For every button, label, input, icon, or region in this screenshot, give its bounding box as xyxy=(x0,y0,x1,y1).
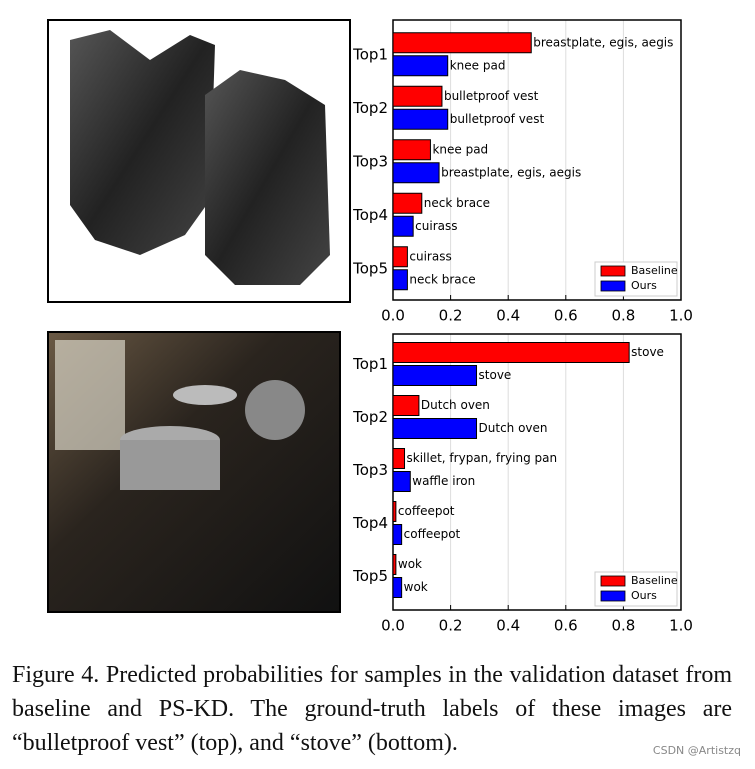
x-tick-label: 0.4 xyxy=(496,617,520,635)
legend-label: Ours xyxy=(631,279,657,292)
bar-label: neck brace xyxy=(409,272,475,286)
y-tick-label: Top1 xyxy=(352,45,388,63)
x-tick-label: 1.0 xyxy=(669,617,693,635)
watermark: CSDN @Artistzq xyxy=(652,744,741,757)
x-tick-label: 0.0 xyxy=(381,307,405,325)
y-tick-label: Top5 xyxy=(352,567,388,585)
y-tick-label: Top5 xyxy=(352,259,388,277)
legend-swatch xyxy=(600,280,626,292)
bar-label: breastplate, egis, aegis xyxy=(533,35,673,49)
bar xyxy=(392,215,414,237)
photo-vest xyxy=(47,19,351,303)
bar xyxy=(392,501,397,522)
bar xyxy=(392,108,449,130)
bar xyxy=(392,395,420,416)
legend-label: Baseline xyxy=(631,264,678,277)
bar-label: cuirass xyxy=(415,219,457,233)
bar-label: Dutch oven xyxy=(421,398,490,412)
bar xyxy=(392,55,449,77)
bar-label: coffeepot xyxy=(398,504,455,518)
x-tick-label: 0.2 xyxy=(439,307,463,325)
bar xyxy=(392,246,408,268)
bar xyxy=(392,192,423,214)
x-tick-label: 0.2 xyxy=(439,617,463,635)
bar-label: knee pad xyxy=(450,58,506,72)
x-tick-label: 0.6 xyxy=(554,617,578,635)
x-tick-label: 1.0 xyxy=(669,307,693,325)
legend-label: Baseline xyxy=(631,574,678,587)
bar-label: Dutch oven xyxy=(479,421,548,435)
bar-label: stove xyxy=(631,345,664,359)
bar-label: waffle iron xyxy=(412,474,475,488)
legend-swatch xyxy=(600,590,626,602)
y-tick-label: Top4 xyxy=(352,206,388,224)
bar-label: breastplate, egis, aegis xyxy=(441,165,581,179)
x-tick-label: 0.6 xyxy=(554,307,578,325)
bar-label: stove xyxy=(479,368,512,382)
caption: Figure 4. Predicted probabilities for sa… xyxy=(12,662,732,756)
legend-swatch xyxy=(600,575,626,587)
bar xyxy=(392,32,532,54)
bar xyxy=(392,269,408,291)
x-tick-label: 0.8 xyxy=(611,307,635,325)
bar-label: cuirass xyxy=(409,249,451,263)
bar-label: bulletproof vest xyxy=(444,89,539,103)
x-tick-label: 0.0 xyxy=(381,617,405,635)
y-tick-label: Top4 xyxy=(352,514,388,532)
photo-stove xyxy=(47,331,341,613)
bar xyxy=(392,342,630,363)
y-tick-label: Top3 xyxy=(352,461,388,479)
y-tick-label: Top2 xyxy=(352,408,388,426)
bar-label: skillet, frypan, frying pan xyxy=(407,451,558,465)
bar-label: coffeepot xyxy=(404,527,461,541)
bar-label: wok xyxy=(398,557,422,571)
legend-swatch xyxy=(600,265,626,277)
bar xyxy=(392,139,431,161)
bar-label: neck brace xyxy=(424,196,490,210)
bar xyxy=(392,554,397,575)
bar xyxy=(392,524,403,545)
bar-label: bulletproof vest xyxy=(450,112,545,126)
y-tick-label: Top1 xyxy=(352,355,388,373)
bar xyxy=(392,85,443,107)
bar xyxy=(392,471,411,492)
x-tick-label: 0.8 xyxy=(611,617,635,635)
figure: 0.0 0.2 0.4 0.6 0.8 1.0 Top1 breastplate, egis,… xyxy=(47,19,693,635)
bar-label: knee pad xyxy=(432,142,488,156)
y-tick-label: Top2 xyxy=(352,99,388,117)
bar xyxy=(392,448,406,469)
x-tick-label: 0.4 xyxy=(496,307,520,325)
bar xyxy=(392,577,403,598)
bar-label: wok xyxy=(404,580,428,594)
legend-label: Ours xyxy=(631,589,657,602)
bar xyxy=(392,365,478,386)
bar xyxy=(392,162,440,184)
bar xyxy=(392,418,478,439)
y-tick-label: Top3 xyxy=(352,152,388,170)
